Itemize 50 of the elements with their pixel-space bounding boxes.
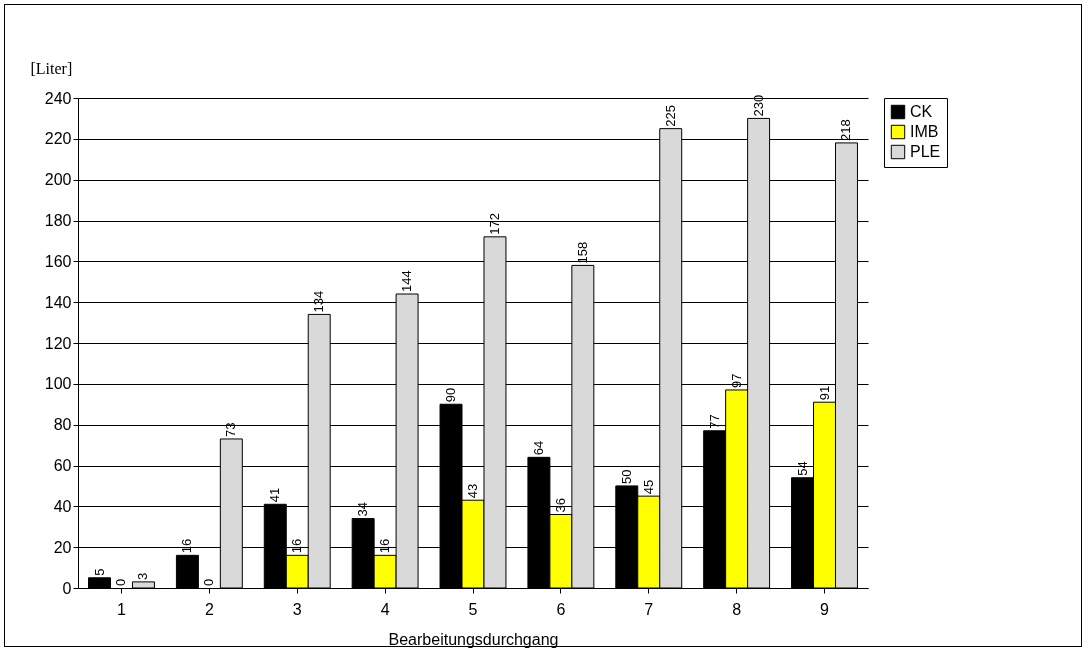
data-label: 225 bbox=[662, 104, 678, 127]
data-label: 90 bbox=[443, 387, 459, 403]
y-tick-label: 120 bbox=[44, 334, 72, 352]
data-label: 54 bbox=[794, 461, 810, 476]
y-tick-label: 180 bbox=[44, 212, 72, 229]
y-tick-label: 0 bbox=[62, 579, 72, 597]
x-tick-label: 5 bbox=[468, 600, 478, 618]
data-label: 158 bbox=[574, 241, 590, 264]
data-label: 64 bbox=[530, 440, 546, 456]
y-tick-label: 40 bbox=[53, 497, 72, 515]
data-label: 134 bbox=[311, 290, 327, 313]
data-label: 16 bbox=[179, 538, 195, 554]
x-tick-label: 3 bbox=[292, 600, 302, 618]
data-label: 16 bbox=[377, 538, 393, 554]
x-tick-label: 8 bbox=[732, 600, 742, 618]
legend-label: IMB bbox=[910, 123, 939, 140]
data-label: 45 bbox=[640, 479, 656, 495]
data-label: 91 bbox=[816, 385, 832, 401]
data-label: 144 bbox=[399, 270, 415, 292]
y-tick-label: 220 bbox=[44, 130, 72, 148]
data-label: 16 bbox=[289, 538, 305, 554]
data-label: 0 bbox=[201, 578, 217, 586]
legend-label: PLE bbox=[910, 143, 941, 160]
data-label: 230 bbox=[750, 94, 766, 117]
y-tick-label: 160 bbox=[44, 252, 72, 270]
y-tick-label: 100 bbox=[44, 375, 72, 393]
x-tick-label: 4 bbox=[380, 600, 390, 618]
data-label: 41 bbox=[267, 487, 283, 503]
data-label: 34 bbox=[355, 502, 371, 517]
data-label: 172 bbox=[486, 213, 502, 235]
y-tick-label: 140 bbox=[44, 293, 72, 311]
x-axis-title: Bearbeitungsdurchgang bbox=[388, 630, 559, 648]
y-tick-label: 200 bbox=[44, 171, 72, 189]
y-tick-label: 80 bbox=[53, 416, 72, 434]
x-tick-label: 2 bbox=[204, 600, 214, 618]
y-axis-title: [Liter] bbox=[30, 59, 73, 77]
x-tick-label: 9 bbox=[820, 600, 830, 618]
y-tick-label: 240 bbox=[44, 89, 72, 107]
data-label: 218 bbox=[838, 119, 854, 141]
data-label: 0 bbox=[113, 578, 129, 586]
x-tick-label: 7 bbox=[644, 600, 654, 618]
data-label: 3 bbox=[135, 572, 151, 580]
data-label: 5 bbox=[91, 568, 107, 576]
legend-label: CK bbox=[910, 103, 933, 120]
x-tick-label: 6 bbox=[556, 600, 566, 618]
data-label: 43 bbox=[465, 483, 480, 499]
y-tick-label: 60 bbox=[53, 457, 72, 474]
x-tick-label: 1 bbox=[117, 600, 127, 618]
data-label: 50 bbox=[618, 469, 634, 484]
y-tick-label: 20 bbox=[53, 538, 72, 556]
